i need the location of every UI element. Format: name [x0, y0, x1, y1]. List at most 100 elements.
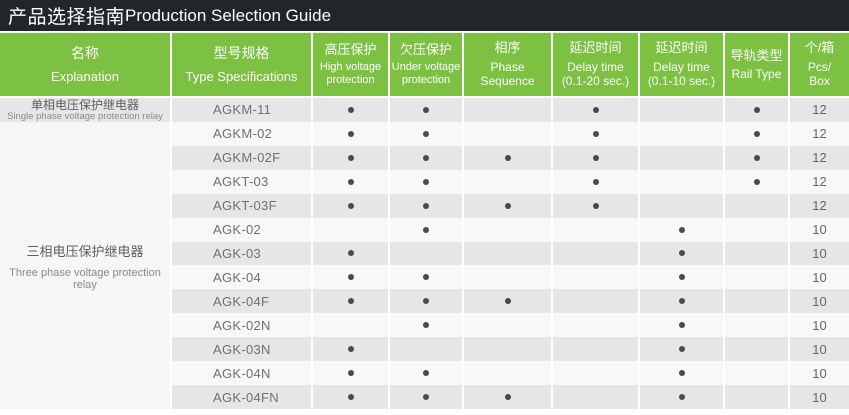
- feature-cell-rail-type: [725, 169, 790, 194]
- feature-cell-delay-time-0-1-20-sec: [553, 193, 640, 218]
- table-row: AGK-03N 10: [172, 337, 849, 362]
- model-cell: AGKM-02: [172, 121, 313, 146]
- feature-cell-high-voltage-protection: [313, 145, 390, 170]
- feature-cell-rail-type: [725, 265, 790, 290]
- feature-cell-under-voltage-protection: [390, 193, 464, 218]
- feature-cell-phase-sequence: [464, 313, 553, 338]
- feature-cell-high-voltage-protection: [313, 193, 390, 218]
- table-row: AGKM-11 12: [172, 98, 849, 122]
- group-label-en: Three phase voltage protection relay: [9, 266, 161, 291]
- feature-cell-high-voltage-protection: [313, 289, 390, 314]
- feature-dot: [592, 178, 599, 185]
- table-row: AGK-02 10: [172, 217, 849, 242]
- table-row: AGKT-03 12: [172, 169, 849, 194]
- column-header-en: Pcs/ Box: [807, 59, 832, 89]
- model-cell: AGKT-03F: [172, 193, 313, 218]
- feature-cell-delay-time-0-1-20-sec: [553, 169, 640, 194]
- group-label-en: Single phase voltage protection relay: [7, 110, 163, 122]
- feature-cell-delay-time-0-1-20-sec: [553, 98, 640, 122]
- feature-cell-rail-type: [725, 241, 790, 266]
- pcs-per-box-cell: 10: [790, 265, 849, 290]
- feature-cell-under-voltage-protection: [390, 265, 464, 290]
- feature-cell-phase-sequence: [464, 337, 553, 362]
- feature-dot: [423, 370, 429, 377]
- feature-dot: [592, 154, 599, 161]
- feature-cell-delay-time-0-1-10-sec: [640, 98, 725, 122]
- pcs-per-box-cell: 10: [790, 361, 849, 386]
- feature-dot: [504, 202, 511, 209]
- feature-dot: [347, 346, 354, 353]
- column-header-zh: 型号规格: [213, 44, 270, 61]
- feature-dot: [678, 298, 685, 305]
- feature-cell-high-voltage-protection: [313, 217, 390, 242]
- feature-dot: [347, 370, 354, 377]
- column-header-en: Type Specifications: [185, 68, 298, 84]
- model-cell: AGK-02N: [172, 313, 313, 338]
- feature-cell-delay-time-0-1-20-sec: [553, 121, 640, 146]
- feature-cell-rail-type: [725, 361, 790, 386]
- feature-cell-phase-sequence: [464, 361, 553, 386]
- feature-cell-delay-time-0-1-10-sec: [640, 289, 725, 314]
- table-row: AGKT-03F 12: [172, 193, 849, 218]
- table-row: AGKM-02F 12: [172, 145, 849, 170]
- column-header-delay-time-10: 延迟时间 Delay time (0.1-10 sec.): [640, 33, 725, 96]
- column-header-en: High voltage protection: [319, 61, 382, 87]
- pcs-per-box-cell: 12: [790, 169, 849, 194]
- explanation-column: 单相电压保护继电器 Single phase voltage protectio…: [0, 98, 172, 409]
- feature-cell-delay-time-0-1-20-sec: [553, 361, 640, 386]
- feature-cell-phase-sequence: [464, 193, 553, 218]
- pcs-per-box-cell: 12: [790, 98, 849, 122]
- model-cell: AGKM-11: [172, 98, 313, 122]
- column-header-en: Delay time (0.1-20 sec.): [561, 59, 630, 89]
- feature-dot: [423, 274, 429, 281]
- table-header-row: 名称 Explanation 型号规格 Type Specifications …: [0, 33, 849, 96]
- feature-dot: [423, 106, 429, 113]
- feature-dot: [423, 226, 429, 233]
- feature-dot: [753, 178, 760, 185]
- feature-cell-delay-time-0-1-20-sec: [553, 289, 640, 314]
- feature-cell-under-voltage-protection: [390, 313, 464, 338]
- feature-dot: [592, 106, 599, 113]
- feature-dot: [347, 106, 354, 113]
- feature-dot: [678, 226, 685, 233]
- feature-cell-rail-type: [725, 337, 790, 362]
- feature-cell-rail-type: [725, 289, 790, 314]
- feature-cell-high-voltage-protection: [313, 337, 390, 362]
- pcs-per-box-cell: 10: [790, 241, 849, 266]
- column-header-explanation: 名称 Explanation: [0, 33, 172, 96]
- model-cell: AGKT-03: [172, 169, 313, 194]
- pcs-per-box-cell: 10: [790, 289, 849, 314]
- feature-cell-under-voltage-protection: [390, 217, 464, 242]
- model-cell: AGKM-02F: [172, 145, 313, 170]
- feature-dot: [753, 106, 760, 113]
- feature-cell-under-voltage-protection: [390, 98, 464, 122]
- column-header-pcs-per-box: 个/箱 Pcs/ Box: [790, 33, 849, 96]
- table-row: AGKM-02 12: [172, 121, 849, 146]
- feature-cell-under-voltage-protection: [390, 361, 464, 386]
- feature-cell-under-voltage-protection: [390, 145, 464, 170]
- column-header-en: Delay time (0.1-10 sec.): [647, 59, 716, 89]
- feature-dot: [423, 154, 429, 161]
- title-bar: 产品选择指南 Production Selection Guide: [0, 0, 849, 31]
- feature-dot: [423, 394, 429, 401]
- feature-cell-high-voltage-protection: [313, 265, 390, 290]
- feature-dot: [347, 298, 354, 305]
- group-label-zh: 三相电压保护继电器: [26, 243, 144, 259]
- table-row: AGK-04 10: [172, 265, 849, 290]
- feature-cell-delay-time-0-1-20-sec: [553, 337, 640, 362]
- column-header-en: Phase Sequence: [480, 59, 535, 89]
- feature-cell-rail-type: [725, 217, 790, 242]
- feature-dot: [592, 130, 599, 137]
- feature-dot: [678, 322, 685, 329]
- feature-cell-delay-time-0-1-20-sec: [553, 313, 640, 338]
- pcs-per-box-cell: 12: [790, 121, 849, 146]
- column-header-zh: 个/箱: [804, 40, 835, 56]
- feature-cell-high-voltage-protection: [313, 313, 390, 338]
- model-cell: AGK-04: [172, 265, 313, 290]
- feature-dot: [347, 394, 354, 401]
- table-row: AGK-04N 10: [172, 361, 849, 386]
- feature-dot: [753, 130, 760, 137]
- pcs-per-box-cell: 10: [790, 217, 849, 242]
- table-row: AGK-03 10: [172, 241, 849, 266]
- column-header-zh: 相序: [494, 40, 521, 56]
